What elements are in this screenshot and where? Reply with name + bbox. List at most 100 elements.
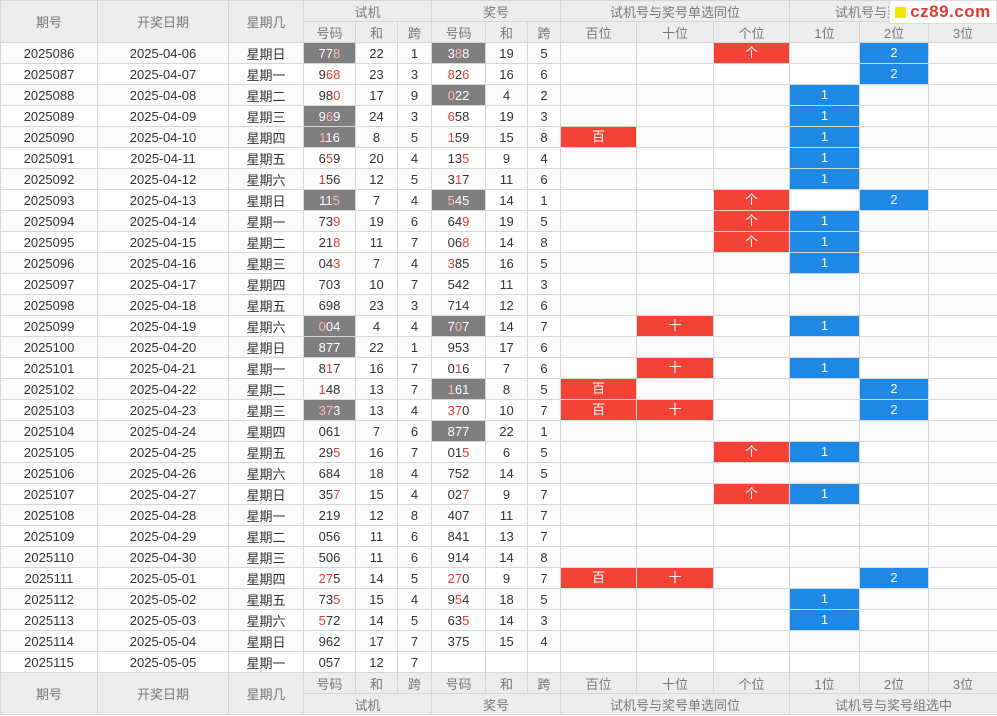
same-tens-cell: [636, 189, 715, 211]
trial-span-cell: 5: [396, 126, 433, 148]
date-cell: 2025-04-30: [97, 546, 229, 568]
header-group-same-pos: 试机号与奖号单选同位: [560, 0, 791, 22]
header-prize-sum: 和: [485, 21, 529, 43]
weekday-cell: 星期五: [228, 588, 304, 610]
same-tens-cell: 十: [636, 357, 715, 379]
header-group-trial: 试机: [302, 0, 433, 22]
prize-number-cell: 635: [431, 609, 487, 631]
issue-cell: 2025109: [0, 525, 98, 547]
hit3-cell: [928, 399, 997, 421]
trial-sum-cell: 16: [355, 441, 398, 463]
same-hundreds-cell: [560, 273, 638, 295]
header-trial-span: 跨: [396, 21, 433, 43]
same-tens-cell: [636, 441, 715, 463]
prize-sum-cell: 11: [485, 504, 529, 526]
footer-trial-span: 跨: [396, 672, 433, 694]
hit3-cell: [928, 609, 997, 631]
table-row: 2025090 2025-04-10 星期四 116 8 5 159 15 8 百 1: [0, 126, 997, 148]
prize-number-cell: 877: [431, 420, 487, 442]
date-cell: 2025-05-02: [97, 588, 229, 610]
footer-weekday[interactable]: 星期几: [228, 672, 304, 715]
header-weekday[interactable]: 星期几: [228, 0, 304, 43]
hit2-cell: [859, 357, 930, 379]
date-cell: 2025-04-06: [97, 42, 229, 64]
prize-number-cell: 159: [431, 126, 487, 148]
weekday-cell: 星期三: [228, 105, 304, 127]
trial-span-cell: 4: [396, 588, 433, 610]
trial-number-cell: 004: [303, 315, 356, 337]
same-hundreds-cell: [560, 420, 638, 442]
footer-trial-number: 号码: [303, 672, 356, 694]
same-hundreds-marker: 百: [561, 400, 636, 420]
table-row: 2025100 2025-04-20 星期日 877 22 1 953 17 6: [0, 336, 997, 358]
date-cell: 2025-04-21: [97, 357, 229, 379]
footer-hit1: 1位: [789, 672, 861, 694]
prize-sum-cell: 4: [485, 84, 529, 106]
logo-text: cz89.com: [910, 2, 991, 21]
hit3-cell: [928, 336, 997, 358]
issue-cell: 2025110: [0, 546, 98, 568]
header-date[interactable]: 开奖日期: [97, 0, 229, 43]
same-units-marker: 个: [714, 232, 789, 252]
prize-span-cell: 8: [527, 546, 562, 568]
footer-tens: 十位: [636, 672, 715, 694]
hit2-cell: [859, 168, 930, 190]
same-tens-cell: [636, 42, 715, 64]
hit3-cell: [928, 42, 997, 64]
same-units-cell: [713, 294, 791, 316]
date-cell: 2025-04-25: [97, 441, 229, 463]
hit3-cell: [928, 189, 997, 211]
prize-span-cell: 4: [527, 147, 562, 169]
hit2-cell: 2: [859, 378, 930, 400]
prize-span-cell: 6: [527, 336, 562, 358]
header-trial-sum: 和: [355, 21, 398, 43]
hit1-cell: [789, 273, 861, 295]
prize-sum-cell: 14: [485, 546, 529, 568]
table-row: 2025114 2025-05-04 星期日 962 17 7 375 15 4: [0, 630, 997, 652]
hit3-cell: [928, 147, 997, 169]
hit2-cell: [859, 420, 930, 442]
trial-span-cell: 4: [396, 252, 433, 274]
prize-number-cell: 068: [431, 231, 487, 253]
table-row: 2025103 2025-04-23 星期三 373 13 4 370 10 7 百十 2: [0, 399, 997, 421]
hit1-cell: [789, 336, 861, 358]
prize-span-cell: 6: [527, 168, 562, 190]
prize-span-cell: 5: [527, 210, 562, 232]
date-cell: 2025-05-03: [97, 609, 229, 631]
same-hundreds-marker: 百: [561, 127, 636, 147]
trial-span-cell: 9: [396, 84, 433, 106]
footer-issue[interactable]: 期号: [0, 672, 98, 715]
header-issue[interactable]: 期号: [0, 0, 98, 43]
footer-date[interactable]: 开奖日期: [97, 672, 229, 715]
table-row: 2025089 2025-04-09 星期三 969 24 3 658 19 3 1: [0, 105, 997, 127]
trial-sum-cell: 14: [355, 609, 398, 631]
header-hundreds: 百位: [560, 21, 638, 43]
weekday-cell: 星期一: [228, 63, 304, 85]
same-units-cell: [713, 315, 791, 337]
same-tens-marker: 十: [637, 358, 713, 378]
date-cell: 2025-04-18: [97, 294, 229, 316]
hit1-marker: 1: [790, 484, 859, 504]
trial-sum-cell: 13: [355, 378, 398, 400]
table-row: 2025105 2025-04-25 星期五 295 16 7 015 6 5 个 1: [0, 441, 997, 463]
trial-sum-cell: 19: [355, 210, 398, 232]
same-units-cell: [713, 399, 791, 421]
prize-span-cell: 3: [527, 273, 562, 295]
weekday-cell: 星期一: [228, 357, 304, 379]
same-tens-cell: [636, 609, 715, 631]
same-units-marker: 个: [714, 43, 789, 63]
hit1-cell: 1: [789, 84, 861, 106]
weekday-cell: 星期四: [228, 567, 304, 589]
same-hundreds-cell: [560, 168, 638, 190]
same-units-cell: [713, 588, 791, 610]
hit2-cell: 2: [859, 399, 930, 421]
site-logo[interactable]: cz89.com: [889, 0, 997, 24]
footer-hit2: 2位: [859, 672, 930, 694]
hit2-marker: 2: [860, 64, 928, 84]
hit3-cell: [928, 357, 997, 379]
weekday-cell: 星期六: [228, 609, 304, 631]
same-hundreds-cell: [560, 357, 638, 379]
trial-sum-cell: 22: [355, 336, 398, 358]
date-cell: 2025-04-08: [97, 84, 229, 106]
prize-number-cell: 407: [431, 504, 487, 526]
